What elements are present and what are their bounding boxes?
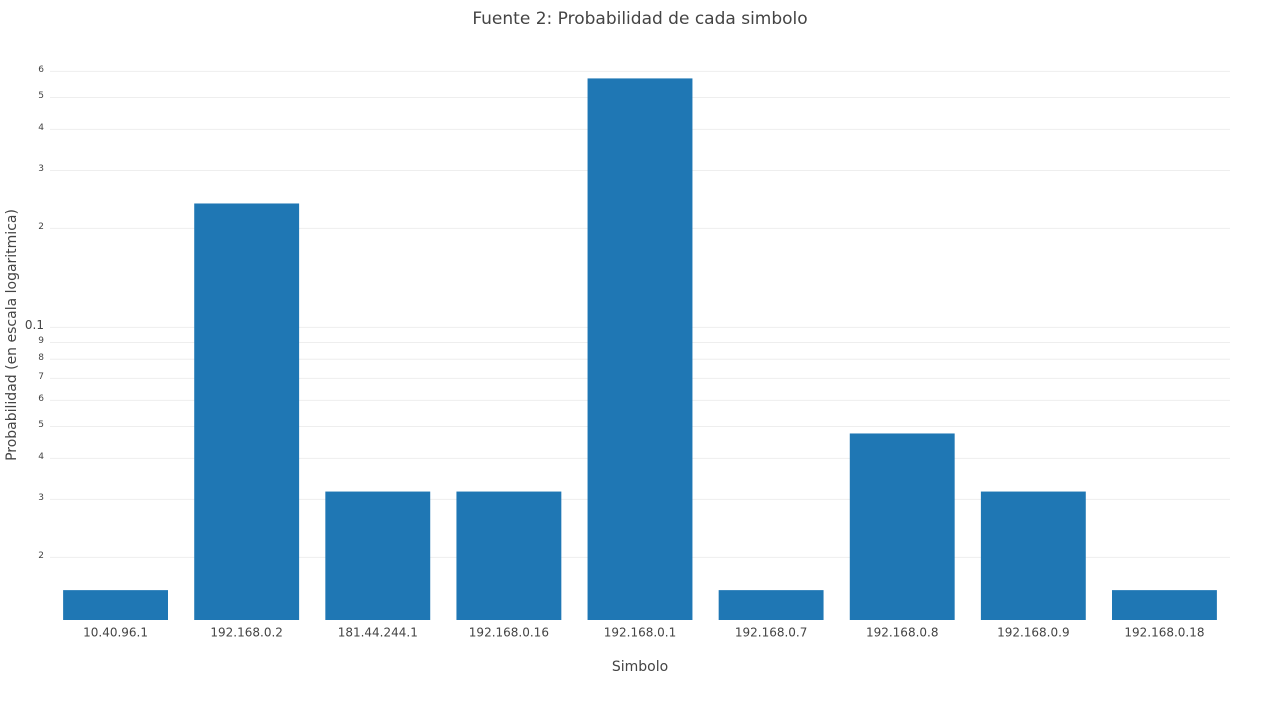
y-tick-label: 2 xyxy=(38,222,44,232)
bar xyxy=(325,491,431,620)
y-tick-label: 6 xyxy=(38,65,44,75)
x-tick-label: 181.44.244.1 xyxy=(338,626,418,640)
y-tick-label: 4 xyxy=(38,452,44,462)
x-tick-label: 192.168.0.9 xyxy=(997,626,1070,640)
y-tick-label: 5 xyxy=(38,420,44,430)
bar xyxy=(980,491,1086,620)
y-tick-label: 5 xyxy=(38,91,44,101)
x-tick-label: 192.168.0.16 xyxy=(469,626,549,640)
bar xyxy=(456,491,562,620)
x-tick-label: 192.168.0.18 xyxy=(1124,626,1204,640)
bar xyxy=(849,433,955,620)
y-axis-title: Probabilidad (en escala logaritmica) xyxy=(4,209,20,461)
y-tick-label: 8 xyxy=(38,353,44,363)
bar xyxy=(194,203,300,620)
x-tick-label: 192.168.0.7 xyxy=(735,626,808,640)
y-tick-label: 0.1 xyxy=(25,318,44,332)
y-tick-label: 3 xyxy=(38,164,44,174)
y-tick-label: 4 xyxy=(38,123,44,133)
y-tick-label: 6 xyxy=(38,394,44,404)
x-tick-label: 10.40.96.1 xyxy=(83,626,148,640)
x-tick-label: 192.168.0.1 xyxy=(604,626,677,640)
bar xyxy=(587,78,693,621)
chart-title: Fuente 2: Probabilidad de cada simbolo xyxy=(472,9,807,29)
bar xyxy=(718,590,824,620)
y-tick-label: 7 xyxy=(38,372,44,382)
y-tick-label: 9 xyxy=(38,336,44,346)
x-tick-label: 192.168.0.8 xyxy=(866,626,939,640)
x-tick-label: 192.168.0.2 xyxy=(210,626,283,640)
bar xyxy=(63,590,168,620)
y-tick-label: 3 xyxy=(38,493,44,503)
x-axis-title: Simbolo xyxy=(612,659,668,675)
y-tick-label: 2 xyxy=(38,551,44,561)
bar xyxy=(1112,590,1217,620)
